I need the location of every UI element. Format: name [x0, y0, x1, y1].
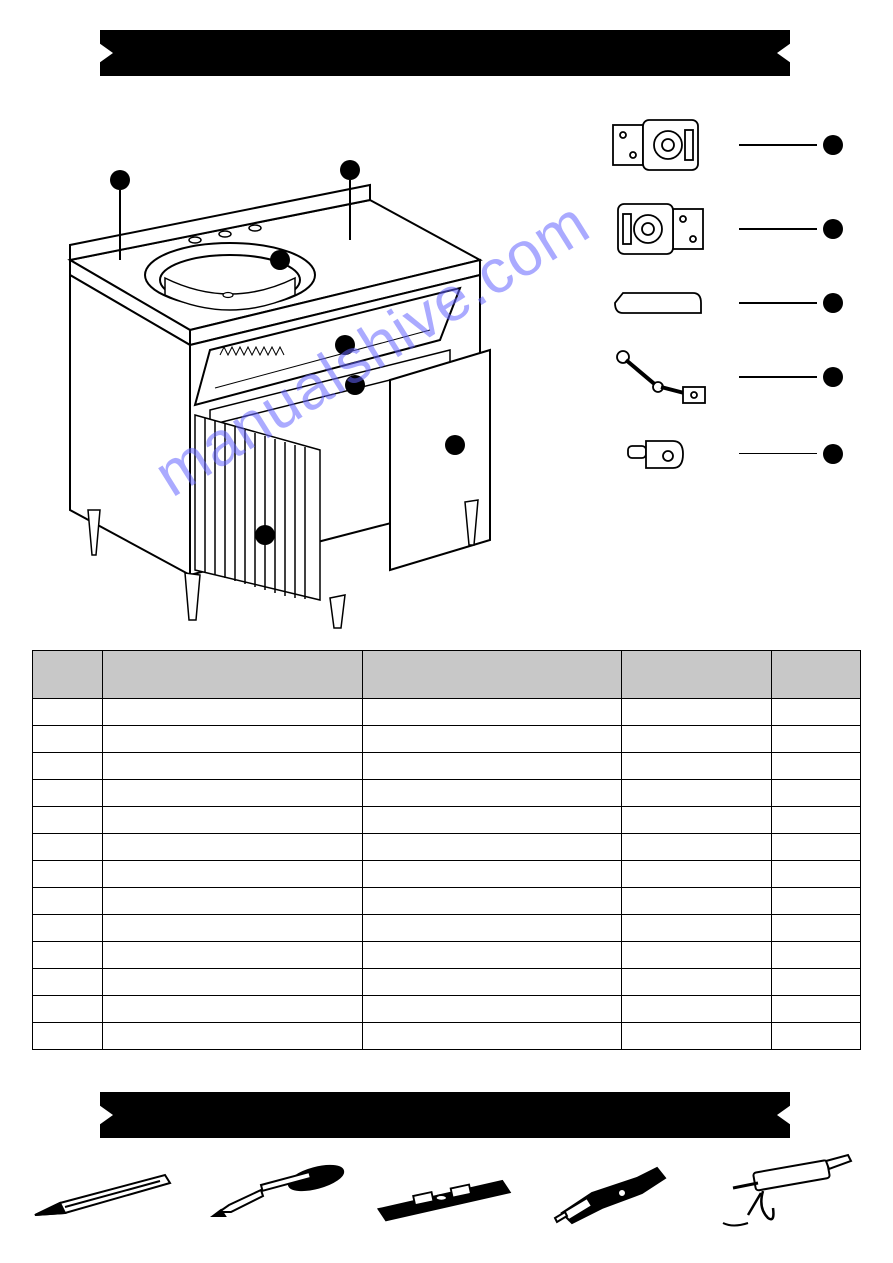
table-header: [772, 651, 861, 699]
table-row: [33, 969, 861, 996]
part-shelf-pin: [583, 426, 843, 481]
callout-dot: [345, 375, 365, 395]
table-row: [33, 942, 861, 969]
table-row: [33, 699, 861, 726]
exploded-diagram: [20, 90, 873, 640]
table-header: [362, 651, 622, 699]
part-handle: [583, 278, 843, 328]
table-body: [33, 699, 861, 1050]
callout-dot: [823, 367, 843, 387]
leader-line: [739, 376, 817, 378]
table-row: [33, 807, 861, 834]
callout-dot: [445, 435, 465, 455]
table-row: [33, 1023, 861, 1050]
leader-line: [739, 144, 817, 146]
callout-dot: [823, 444, 843, 464]
table-row: [33, 753, 861, 780]
part-hinge-right: [583, 194, 843, 264]
part-support-arm: [583, 342, 843, 412]
table-header: [102, 651, 362, 699]
leader-line: [739, 302, 817, 304]
screwdriver-icon: [201, 1150, 351, 1240]
leader-line: [739, 228, 817, 230]
table-header: [33, 651, 103, 699]
table-header-row: [33, 651, 861, 699]
callout-dot: [340, 160, 360, 180]
part-hinge-left: [583, 110, 843, 180]
callout-dot: [823, 293, 843, 313]
stay-arm-icon: [603, 342, 713, 412]
callout-dot: [335, 335, 355, 355]
hinge-icon: [603, 194, 713, 264]
utility-knife-icon: [542, 1150, 692, 1240]
callout-dot: [255, 525, 275, 545]
callout-dot: [823, 219, 843, 239]
parts-table: [32, 650, 861, 1050]
table-row: [33, 834, 861, 861]
section-banner-bottom: [100, 1092, 790, 1138]
level-icon: [371, 1150, 521, 1240]
table-header: [622, 651, 772, 699]
callout-dot: [270, 250, 290, 270]
tools-required-row: [20, 1150, 873, 1240]
table-row: [33, 888, 861, 915]
table-row: [33, 861, 861, 888]
hardware-parts-column: [583, 110, 843, 495]
table-row: [33, 996, 861, 1023]
shelf-pin-icon: [613, 426, 703, 481]
caulk-gun-icon: [713, 1150, 863, 1240]
callout-leader: [349, 180, 351, 240]
callout-dot: [110, 170, 130, 190]
leader-line: [739, 453, 817, 455]
hinge-icon: [603, 110, 713, 180]
section-banner-top: [100, 30, 790, 76]
table-row: [33, 726, 861, 753]
vanity-svg: [40, 130, 500, 630]
handle-icon: [603, 278, 713, 328]
vanity-illustration: [40, 130, 500, 630]
table-row: [33, 915, 861, 942]
callout-leader: [119, 190, 121, 260]
callout-dot: [823, 135, 843, 155]
table-row: [33, 780, 861, 807]
pencil-icon: [30, 1150, 180, 1240]
